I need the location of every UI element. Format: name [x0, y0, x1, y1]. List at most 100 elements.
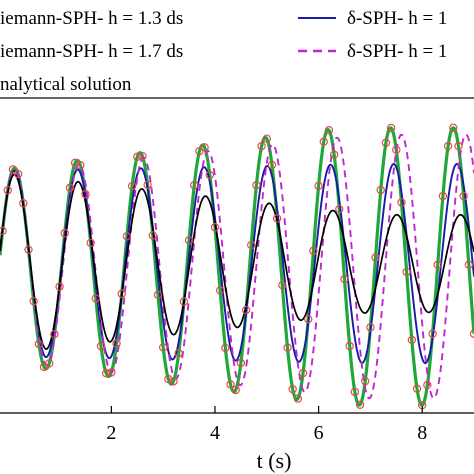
analytical-point — [133, 152, 142, 161]
analytical-point — [386, 123, 396, 133]
analytical-point — [91, 294, 101, 303]
analytical-point — [257, 141, 266, 151]
analytical-point — [340, 274, 349, 284]
legend-label-riemann-17: iemann-SPH- h = 1.7 ds — [0, 41, 183, 62]
analytical-point — [50, 330, 59, 339]
analytical-point — [231, 385, 240, 395]
x-tick-label: 6 — [314, 422, 324, 444]
analytical-point — [205, 170, 214, 180]
analytical-point — [13, 169, 23, 179]
legend-label-riemann-13: iemann-SPH- h = 1.3 ds — [0, 8, 183, 29]
analytical-point — [371, 253, 380, 262]
analytical-point — [324, 126, 334, 135]
analytical-point — [319, 137, 328, 146]
analytical-point — [428, 329, 437, 338]
analytical-point — [60, 228, 69, 238]
legend-label-delta-blue: δ-SPH- h = 1 — [347, 8, 447, 29]
analytical-point — [34, 339, 44, 349]
x-tick-label: 2 — [106, 422, 116, 444]
analytical-point — [19, 199, 28, 208]
analytical-point — [158, 343, 168, 352]
analytical-point — [174, 348, 183, 358]
analytical-point — [96, 341, 106, 351]
analytical-point — [101, 369, 111, 378]
analytical-point — [179, 297, 189, 306]
legend-box — [0, 0, 474, 99]
x-tick-label: 4 — [210, 422, 220, 444]
analytical-point — [392, 145, 401, 155]
analytical-point — [184, 236, 194, 245]
analytical-point — [335, 204, 344, 214]
analytical-point — [143, 180, 152, 189]
x-tick-label: 8 — [417, 422, 427, 444]
analytical-point — [267, 160, 277, 170]
analytical-point — [148, 231, 158, 240]
analytical-point — [283, 343, 292, 352]
analytical-point — [3, 186, 12, 195]
analytical-point — [190, 181, 199, 190]
analytical-point — [76, 160, 85, 170]
analytical-point — [459, 191, 468, 201]
analytical-point — [309, 246, 318, 255]
series-line-1 — [0, 163, 474, 365]
analytical-point — [454, 141, 463, 151]
analytical-point — [361, 376, 370, 386]
analytical-point — [407, 335, 417, 345]
legend-label-delta-magenta: δ-SPH- h = 1 — [347, 41, 447, 62]
analytical-point — [304, 314, 313, 324]
analytical-point — [55, 282, 64, 291]
series-line-3 — [0, 173, 474, 350]
analytical-point — [293, 394, 303, 403]
analytical-point — [402, 267, 411, 277]
analytical-point — [112, 339, 121, 348]
analytical-point — [45, 359, 54, 368]
analytical-point — [86, 238, 95, 248]
analytical-point — [278, 280, 287, 290]
analytical-point — [366, 323, 375, 332]
analytical-point — [24, 245, 33, 254]
legend: iemann-SPH- h = 1.3 ds iemann-SPH- h = 1… — [0, 8, 447, 95]
analytical-point — [138, 151, 147, 161]
analytical-point — [215, 286, 225, 295]
x-axis-ticks: 2 4 6 8 — [106, 406, 427, 444]
analytical-point — [298, 368, 308, 378]
analytical-point — [262, 134, 271, 143]
analytical-point — [0, 226, 7, 236]
analytical-point — [107, 368, 116, 377]
analytical-point — [443, 141, 453, 151]
analytical-point — [241, 305, 251, 315]
analytical-point — [345, 341, 354, 351]
analytical-point — [381, 138, 391, 147]
analytical-point — [210, 223, 220, 232]
analytical-point — [423, 380, 432, 390]
analytical-point — [288, 384, 297, 394]
analytical-point — [164, 374, 173, 384]
analytical-point — [8, 165, 18, 174]
analytical-point — [314, 181, 323, 191]
analytical-point — [236, 358, 246, 368]
analytical-point — [464, 260, 474, 269]
plot-area — [0, 123, 474, 410]
analytical-point — [438, 191, 448, 201]
analytical-point — [412, 384, 422, 393]
analytical-point — [397, 198, 406, 207]
analytical-point — [29, 296, 38, 306]
analytical-point — [272, 214, 282, 223]
analytical-point — [433, 260, 442, 269]
analytical-point — [65, 183, 75, 193]
analytical-point — [252, 180, 261, 190]
analytical-point — [127, 181, 137, 191]
analytical-point — [350, 387, 360, 397]
x-axis-label: t (s) — [257, 448, 292, 473]
legend-label-analytical: nalytical solution — [0, 74, 132, 95]
analytical-point — [81, 190, 90, 199]
analytical-point — [169, 377, 178, 386]
analytical-point — [117, 289, 126, 298]
analytical-point — [376, 185, 385, 195]
analytical-point — [355, 400, 365, 409]
analytical-point — [70, 158, 80, 168]
analytical-point — [200, 143, 209, 152]
analytical-point — [329, 150, 339, 159]
analytical-point — [122, 232, 132, 241]
